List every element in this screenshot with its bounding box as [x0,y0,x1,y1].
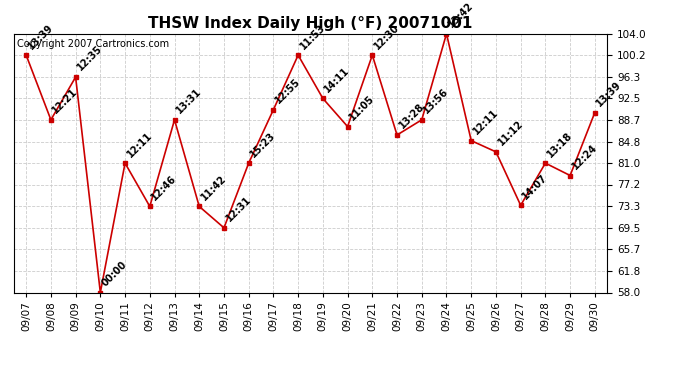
Text: 11:05: 11:05 [348,93,377,122]
Text: 14:07: 14:07 [520,172,549,201]
Text: 13:39: 13:39 [26,22,55,51]
Text: 12:55: 12:55 [273,76,302,105]
Text: 12:46: 12:46 [150,173,179,202]
Text: 13:28: 13:28 [397,102,426,131]
Text: 12:24: 12:24 [570,142,599,171]
Text: 14:11: 14:11 [323,65,352,94]
Text: 13:56: 13:56 [422,87,451,116]
Text: 00:00: 00:00 [100,260,129,288]
Text: 13:31: 13:31 [175,87,204,116]
Text: 12:30: 12:30 [372,22,401,51]
Text: 13:42: 13:42 [446,1,475,30]
Text: 15:23: 15:23 [248,130,277,159]
Text: 11:12: 11:12 [496,119,525,148]
Text: 13:18: 13:18 [545,130,574,159]
Text: 11:42: 11:42 [199,173,228,202]
Text: 12:31: 12:31 [224,195,253,224]
Text: 12:35: 12:35 [75,44,104,73]
Text: 11:53: 11:53 [298,22,327,51]
Text: 12:21: 12:21 [51,87,80,116]
Text: Copyright 2007 Cartronics.com: Copyright 2007 Cartronics.com [17,39,169,49]
Text: 13:39: 13:39 [595,80,624,108]
Text: 12:11: 12:11 [125,130,154,159]
Title: THSW Index Daily High (°F) 20071001: THSW Index Daily High (°F) 20071001 [148,16,473,31]
Text: 12:11: 12:11 [471,108,500,136]
